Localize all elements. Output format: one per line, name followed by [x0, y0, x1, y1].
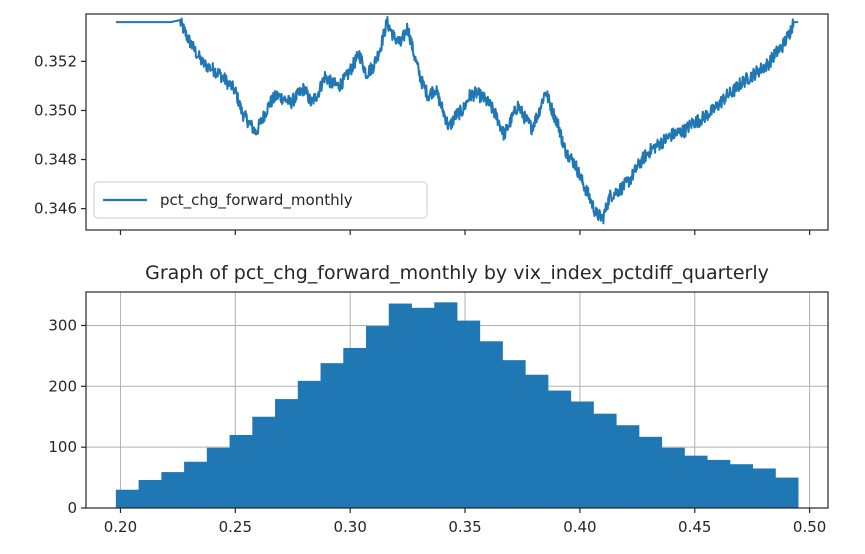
histogram-bar	[343, 347, 367, 508]
histogram-bar	[275, 399, 299, 508]
y-tick-label: 0.348	[34, 151, 77, 169]
histogram-bar	[729, 464, 754, 508]
y-axis: 0 100 200 300	[48, 316, 86, 517]
histogram-bar	[525, 374, 549, 508]
x-axis: 0.20 0.25 0.30 0.35 0.40 0.45 0.50	[104, 508, 826, 536]
histogram-bar	[684, 455, 708, 508]
y-tick-label: 0.350	[34, 101, 77, 119]
histogram-bar	[547, 390, 572, 508]
axes-frame	[85, 291, 829, 509]
histogram-bar	[707, 459, 731, 508]
x-tick-label: 0.35	[448, 518, 481, 536]
x-tick-label: 0.20	[104, 518, 137, 536]
histogram-bar	[206, 447, 230, 508]
y-tick-label: 100	[48, 438, 77, 456]
histogram-bar	[115, 489, 139, 508]
series-group	[115, 15, 799, 225]
histogram-bar	[411, 307, 435, 508]
y-axis: 0.346 0.348 0.350 0.352	[34, 52, 86, 218]
chart-title: Graph of pct_chg_forward_monthly by vix_…	[145, 262, 769, 284]
y-tick-label: 0.346	[34, 200, 77, 218]
histogram-bar	[457, 320, 481, 508]
histogram-bar	[229, 434, 253, 508]
legend-box	[93, 181, 428, 219]
y-tick-label: 200	[48, 377, 77, 395]
histogram-bar	[184, 461, 208, 508]
histogram-bar	[138, 480, 162, 508]
histogram-bar	[570, 401, 594, 508]
histogram-bar	[616, 425, 640, 508]
histogram-bar	[252, 416, 276, 508]
histogram-bar	[479, 341, 503, 508]
histogram-bar	[320, 363, 344, 508]
histogram-bar	[638, 436, 663, 508]
histogram-bar	[161, 472, 185, 508]
histogram-bar	[388, 303, 412, 508]
histogram-bar	[502, 360, 526, 508]
histogram-bar	[752, 468, 776, 508]
histogram-bar	[593, 413, 617, 508]
bars	[115, 302, 799, 508]
x-tick-label: 0.25	[219, 518, 252, 536]
histogram-bar	[297, 380, 321, 508]
line-chart-panel: 0.346 0.348 0.350 0.352 pct_chg_forward_mon…	[34, 13, 829, 235]
series-line-pct-chg-forward-monthly	[115, 15, 799, 225]
x-tick-label: 0.40	[563, 518, 596, 536]
histogram-panel: Graph of pct_chg_forward_monthly by vix_…	[48, 262, 829, 536]
x-axis	[119, 230, 811, 235]
x-tick-label: 0.50	[793, 518, 826, 536]
x-tick-label: 0.30	[333, 518, 366, 536]
axes-frame	[85, 13, 829, 231]
y-tick-label: 300	[48, 316, 77, 334]
x-tick-label: 0.45	[678, 518, 711, 536]
histogram-bar	[366, 326, 390, 508]
histogram-bar	[434, 302, 458, 508]
legend-label: pct_chg_forward_monthly	[160, 191, 353, 210]
y-tick-label: 0.352	[34, 52, 77, 70]
histogram-bar	[661, 447, 685, 508]
y-tick-label: 0	[67, 499, 77, 517]
legend: pct_chg_forward_monthly	[93, 181, 428, 219]
histogram-bar	[775, 477, 799, 508]
